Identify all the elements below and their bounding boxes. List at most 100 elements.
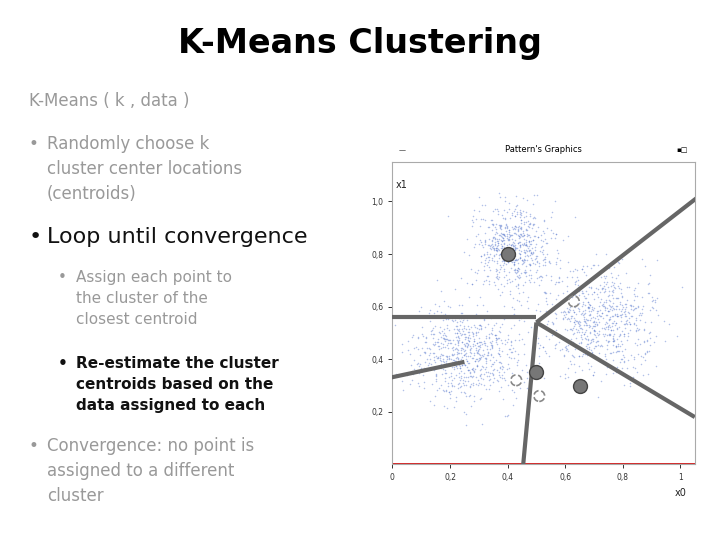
Point (638, 337, 649, 346)
Point (580, 318, 591, 326)
Point (451, 333, 462, 341)
Point (574, 322, 585, 330)
Point (415, 360, 426, 368)
Point (444, 372, 455, 381)
Point (586, 307, 598, 315)
Point (451, 318, 463, 327)
Point (514, 208, 526, 217)
Point (500, 226, 512, 235)
Point (487, 353, 499, 362)
Point (513, 226, 524, 235)
Point (448, 358, 459, 367)
Point (527, 199, 539, 208)
Point (445, 338, 456, 347)
Point (521, 373, 533, 382)
Point (544, 335, 555, 343)
Point (503, 227, 515, 236)
Point (531, 256, 542, 265)
Point (629, 292, 641, 300)
Point (515, 384, 526, 393)
Point (506, 245, 518, 254)
Point (639, 318, 651, 327)
Point (616, 354, 628, 363)
Point (518, 254, 529, 263)
Point (601, 319, 613, 327)
Point (421, 354, 433, 363)
Point (521, 240, 532, 248)
Point (616, 306, 627, 315)
Point (518, 268, 529, 276)
Point (618, 329, 630, 338)
Point (502, 235, 513, 244)
Point (464, 372, 476, 380)
Point (463, 336, 474, 345)
Point (581, 320, 593, 329)
Point (552, 278, 563, 286)
Point (449, 345, 461, 354)
Point (472, 339, 483, 347)
Point (476, 338, 487, 347)
Point (503, 248, 514, 257)
Point (486, 255, 498, 264)
Point (582, 316, 594, 325)
Point (579, 306, 590, 314)
Point (606, 282, 617, 291)
Point (499, 412, 510, 421)
Point (561, 336, 572, 345)
Point (585, 274, 597, 282)
Point (513, 297, 525, 306)
Point (600, 274, 611, 282)
Point (538, 255, 549, 264)
Point (592, 307, 603, 315)
Point (521, 262, 532, 271)
Point (585, 361, 596, 370)
Point (505, 250, 517, 259)
Point (611, 325, 623, 334)
Point (492, 259, 503, 267)
Point (467, 363, 478, 372)
Point (520, 266, 531, 275)
Point (411, 359, 423, 368)
Point (591, 337, 603, 346)
Point (473, 207, 485, 215)
Point (593, 326, 605, 335)
Point (534, 246, 546, 255)
Point (446, 381, 458, 390)
Point (463, 251, 474, 259)
Point (497, 339, 508, 347)
Point (460, 352, 472, 361)
Point (608, 316, 620, 325)
Point (464, 382, 475, 390)
Point (545, 276, 557, 285)
Point (453, 355, 464, 364)
Point (573, 362, 585, 370)
Point (528, 219, 540, 228)
Point (446, 343, 458, 352)
Point (438, 329, 449, 338)
Point (516, 230, 527, 238)
Point (599, 303, 611, 312)
Point (570, 303, 581, 312)
Point (545, 212, 557, 221)
Point (492, 376, 503, 384)
Point (397, 386, 409, 394)
Point (575, 338, 587, 346)
Point (564, 357, 576, 366)
Point (517, 227, 528, 235)
Point (514, 241, 526, 249)
Point (638, 325, 649, 333)
Point (494, 250, 505, 259)
Point (649, 298, 660, 306)
Point (578, 329, 590, 338)
Point (521, 241, 532, 249)
Point (431, 307, 443, 316)
Point (471, 362, 482, 370)
Point (554, 346, 566, 354)
Point (423, 351, 435, 360)
Point (514, 210, 526, 219)
Point (587, 335, 598, 343)
Point (519, 247, 531, 256)
Point (593, 331, 604, 340)
Point (514, 238, 526, 246)
Point (608, 279, 619, 288)
